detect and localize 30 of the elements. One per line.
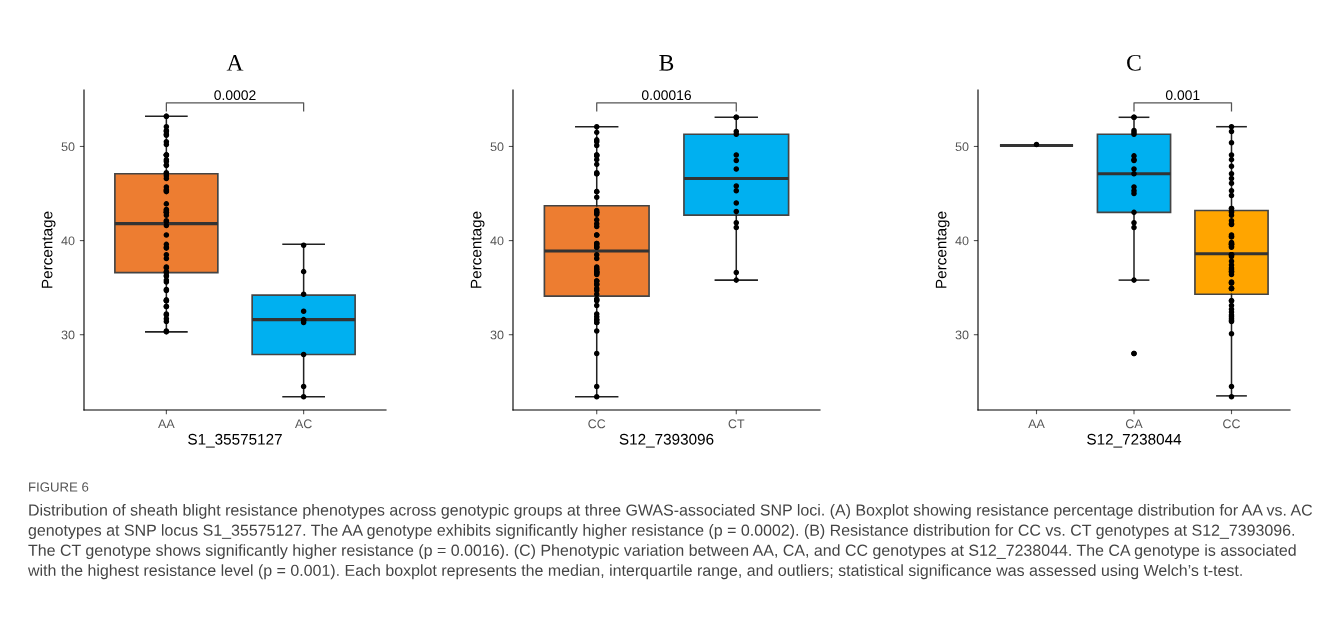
y-tick-label: 40 [955, 236, 969, 246]
y-tick-label: 30 [955, 330, 969, 340]
y-tick-label: 50 [955, 142, 969, 152]
x-axis-title: S12_7238044 [1087, 433, 1182, 448]
y-tick-label: 50 [61, 142, 75, 152]
x-axis-title: S1_35575127 [188, 433, 282, 448]
x-axis-title: S12_7393096 [619, 433, 714, 448]
y-axis-title: Percentage [935, 211, 950, 288]
x-tick-label: AA [158, 419, 175, 429]
chart-title: C [1127, 54, 1141, 71]
x-tick-label: AC [294, 419, 312, 429]
x-tick-label: CC [1223, 419, 1241, 429]
x-tick-label: AA [1028, 419, 1045, 429]
x-tick-label: CA [1125, 419, 1143, 429]
chart-title: A [226, 54, 244, 71]
annotation: 0.001 [1165, 90, 1200, 101]
x-tick-label: CC [588, 419, 606, 429]
annotation: 0.0002 [214, 90, 256, 101]
text: Distribution of sheath blight resistance phenotypes across genotypic groups at three GWAS-associated SNP loci. (A) Boxplot showing resistance percentage distribution for AA vs. AC genotypes at SNP locus S1_35575127. The AA genotype exhibits significantly higher resistance (p = 0.0002). (B) Resistance distribution for CC vs. CT genotypes at S12_7393096. The CT genotype shows significantly higher resistance (p = 0.0016). (C) Phenotypic variation between AA, CA, and CC genotypes at S12_7238044. The CA genotype is associated with the highest resistance level (p = 0.001). Each boxplot represents the median, interquartile range, and outliers; statistical significance was assessed using Welch’s t-test. [27, 504, 1313, 580]
caption: FIGURE 6 [29, 482, 89, 492]
y-tick-label: 50 [490, 142, 504, 152]
y-axis-title: Percentage [470, 211, 485, 288]
y-axis-title: Percentage [41, 211, 56, 288]
y-tick-label: 40 [490, 236, 504, 246]
chart-title: B [659, 55, 674, 71]
x-tick-label: CT [728, 419, 745, 429]
y-tick-label: 40 [61, 236, 75, 246]
y-tick-label: 30 [490, 330, 504, 340]
annotation: 0.00016 [641, 90, 691, 101]
y-tick-label: 30 [61, 330, 75, 340]
